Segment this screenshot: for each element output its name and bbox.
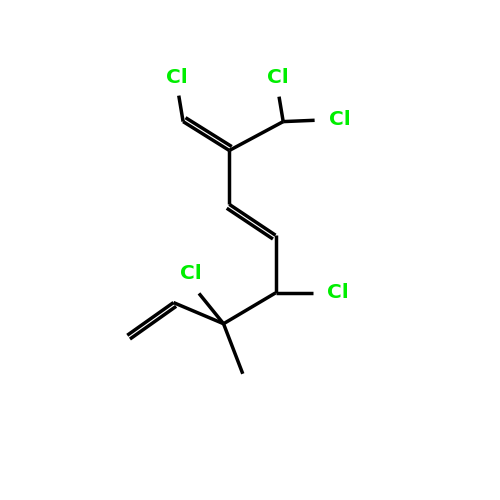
Text: Cl: Cl bbox=[266, 68, 288, 87]
Text: Cl: Cl bbox=[330, 110, 351, 129]
Text: Cl: Cl bbox=[328, 284, 349, 302]
Text: Cl: Cl bbox=[166, 68, 188, 87]
Text: Cl: Cl bbox=[180, 264, 202, 283]
